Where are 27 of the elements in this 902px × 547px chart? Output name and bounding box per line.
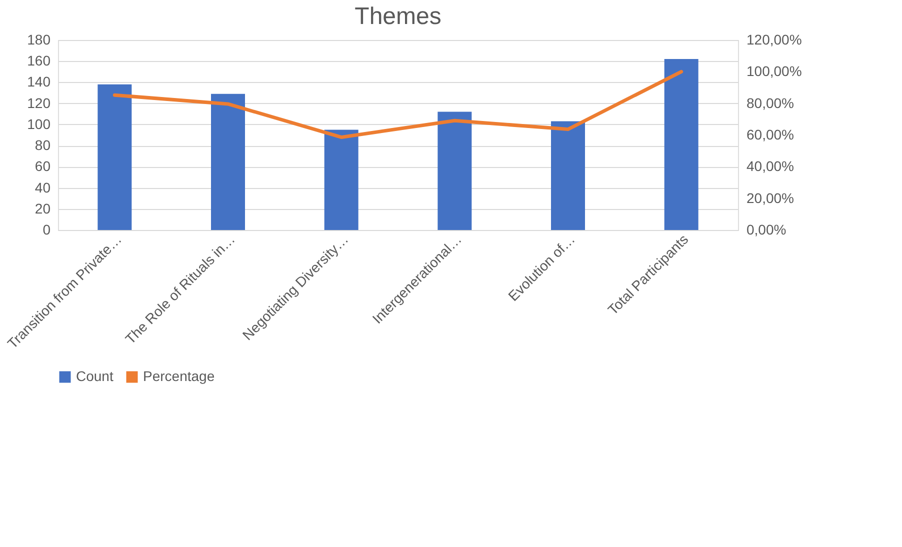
y2-tick-label: 80,00%	[746, 94, 794, 111]
y-tick-label: 100	[27, 116, 51, 132]
chart-title: Themes	[354, 3, 442, 30]
legend-label: Count	[76, 368, 114, 384]
legend-label: Percentage	[143, 368, 215, 384]
bar	[551, 121, 585, 230]
bar	[438, 112, 472, 230]
y-tick-label: 60	[34, 158, 51, 174]
y-tick-label: 0	[42, 222, 51, 238]
bar	[211, 94, 245, 230]
bar	[98, 84, 132, 230]
y2-tick-label: 120,00%	[746, 32, 802, 48]
y-tick-label: 140	[27, 74, 51, 90]
y2-tick-label: 100,00%	[746, 63, 802, 80]
y2-tick-label: 20,00%	[746, 190, 794, 206]
y-tick-label: 40	[34, 179, 51, 196]
line-series	[112, 70, 684, 139]
y-tick-label: 20	[34, 200, 51, 216]
bar	[664, 59, 698, 230]
y2-tick-label: 60,00%	[746, 126, 794, 142]
y-tick-label: 160	[27, 52, 51, 69]
y2-tick-label: 40,00%	[746, 158, 794, 174]
bar	[324, 130, 358, 230]
y-tick-label: 120	[27, 94, 51, 111]
y-tick-label: 80	[34, 137, 51, 154]
y-tick-label: 180	[27, 32, 51, 48]
y2-tick-label: 0,00%	[746, 222, 786, 238]
